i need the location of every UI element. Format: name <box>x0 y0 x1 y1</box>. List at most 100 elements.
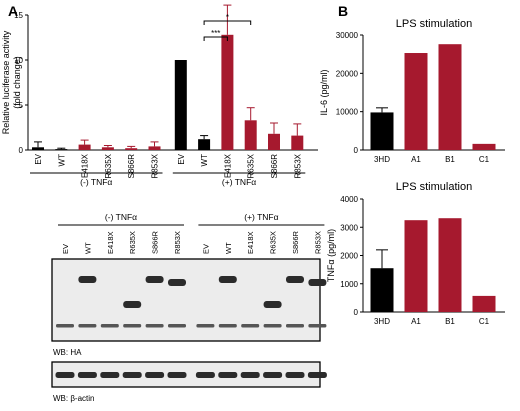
luciferase-bar-r853x <box>291 135 304 150</box>
il6-category-label: B1 <box>445 155 455 164</box>
luciferase-bar-ev <box>32 147 44 150</box>
blot-lane-label: R853X <box>313 231 322 254</box>
actin-band <box>100 372 120 378</box>
blot-lane-label: R635X <box>128 231 137 254</box>
ha-blot-membrane <box>51 258 321 342</box>
luciferase-category-label: EV <box>177 153 186 164</box>
luciferase-y-tick-label: 10 <box>14 56 23 65</box>
luciferase-category-label: R635X <box>247 153 256 178</box>
tnfa-y-tick-label: 1000 <box>340 280 358 289</box>
blot-lane-label: R635X <box>269 231 278 254</box>
ha-band-r853x <box>168 279 186 286</box>
luciferase-bar-ev <box>174 60 187 150</box>
actin-band <box>167 372 187 378</box>
tnfa-y-tick-label: 0 <box>354 308 359 317</box>
il6-y-tick-label: 0 <box>354 146 359 155</box>
blot-group-label: (+) TNFα <box>244 212 278 222</box>
ha-band-s866r <box>286 276 304 283</box>
ha-nonspecific-band <box>196 324 215 328</box>
luciferase-y-tick-label: 0 <box>19 146 24 155</box>
luciferase-group-label: (-) TNFα <box>80 177 112 187</box>
luciferase-category-label: WT <box>200 154 209 167</box>
blot-lane-label: S866R <box>291 230 300 254</box>
tnfa-bar-c1 <box>472 295 496 312</box>
tnfa-y-tick-label: 2000 <box>340 252 358 261</box>
il6-chart: 0 10000 20000 30000 IL-6 (pg/ml) LPS stimulat… <box>319 18 505 164</box>
il6-category-label: A1 <box>411 155 421 164</box>
luciferase-bar-e418x <box>78 144 91 150</box>
il6-y-tick-label: 30000 <box>336 31 359 40</box>
tnfa-category-label: 3HD <box>374 317 390 326</box>
actin-band <box>263 372 283 378</box>
luciferase-bar-s866r <box>125 148 138 150</box>
blot-lane-label: R853X <box>173 231 182 254</box>
actin-band <box>218 372 238 378</box>
il6-y-tick-label: 10000 <box>336 108 359 117</box>
il6-y-axis-label: IL-6 (pg/ml) <box>319 69 329 115</box>
ha-band-r853x <box>308 279 327 286</box>
tnfa-bar-b1 <box>438 218 462 312</box>
actin-band <box>285 372 305 378</box>
ha-band-wt <box>218 276 237 283</box>
tnfa-category-label: B1 <box>445 317 455 326</box>
il6-bar-a1 <box>404 53 428 151</box>
il6-category-label: C1 <box>479 155 490 164</box>
tnfa-category-label: A1 <box>411 317 421 326</box>
blot-lane-label: WT <box>83 242 92 254</box>
ha-nonspecific-band <box>308 324 327 328</box>
luciferase-y-tick-label: 5 <box>19 101 24 110</box>
actin-band <box>195 372 215 378</box>
luciferase-group-label: (+) TNFα <box>222 177 256 187</box>
western-blot: (-) TNFα (+) TNFα EV WT E418X R635X S866R R853X… <box>51 212 327 403</box>
tnfa-chart: 0 1000 2000 3000 4000 TNFα (pg/ml) LPS stimula… <box>326 181 505 326</box>
tnfa-y-tick-label: 3000 <box>340 223 358 232</box>
ha-nonspecific-band <box>241 324 260 328</box>
actin-band <box>240 372 260 378</box>
ha-band-r635x <box>263 301 282 308</box>
ha-blot-label: WB: HA <box>53 348 82 357</box>
tnfa-bar-a1 <box>404 220 428 312</box>
luciferase-category-label: R853X <box>293 153 302 178</box>
ha-nonspecific-band <box>168 324 186 328</box>
luciferase-bar-s866r <box>268 133 280 150</box>
il6-title: LPS stimulation <box>396 18 472 30</box>
ha-nonspecific-band <box>56 324 74 328</box>
ha-nonspecific-band <box>145 324 164 328</box>
luciferase-category-label: EV <box>34 153 43 164</box>
ha-nonspecific-band <box>78 324 97 328</box>
actin-band <box>145 372 165 378</box>
blot-lane-label: WT <box>224 242 233 254</box>
tnfa-bar-3hd <box>370 268 394 312</box>
luciferase-y-axis-label: Relative luciferase activity <box>1 30 11 134</box>
luciferase-category-label: E418X <box>223 153 232 178</box>
luciferase-category-label: S866R <box>127 154 136 179</box>
luciferase-bar-r635x <box>244 120 257 150</box>
actin-blot-label: WB: β-actin <box>53 394 95 403</box>
blot-lane-label: EV <box>61 244 70 254</box>
il6-y-tick-label: 20000 <box>336 69 359 78</box>
ha-band-r635x <box>123 301 142 308</box>
actin-band <box>307 372 327 378</box>
tnfa-y-tick-label: 4000 <box>340 195 358 204</box>
significance-bracket <box>203 36 228 41</box>
ha-nonspecific-band <box>123 324 142 328</box>
luciferase-category-label: S866R <box>270 154 279 179</box>
luciferase-chart: 0 5 10 15 Relative luciferase activity (fold … <box>1 4 318 187</box>
panel-a-letter: A <box>8 3 18 19</box>
blot-lane-label: E418X <box>246 231 255 254</box>
il6-bar-b1 <box>438 44 462 151</box>
significance-bracket <box>203 20 252 25</box>
tnfa-category-label: C1 <box>479 317 490 326</box>
luciferase-y-axis-label: (fold change) <box>12 56 22 109</box>
actin-band <box>77 372 97 378</box>
ha-nonspecific-band <box>100 324 119 328</box>
ha-nonspecific-band <box>263 324 282 328</box>
il6-category-label: 3HD <box>374 155 390 164</box>
tnfa-y-axis-label: TNFα (pg/ml) <box>326 229 336 282</box>
luciferase-bar-r635x <box>101 147 114 150</box>
luciferase-category-label: E418X <box>81 153 90 178</box>
actin-band <box>55 372 75 378</box>
ha-band-wt <box>78 276 97 283</box>
